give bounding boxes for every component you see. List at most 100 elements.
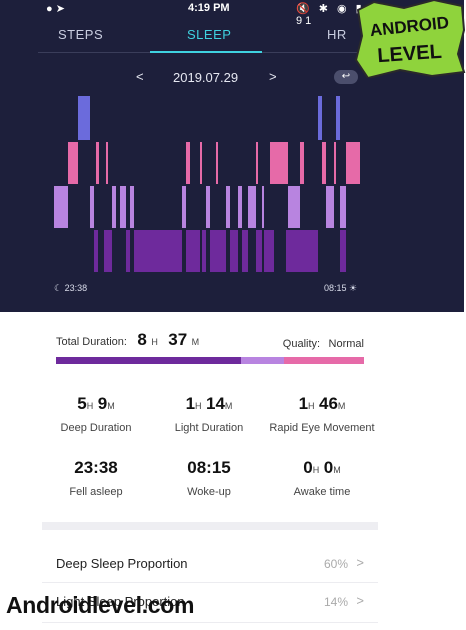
quality: Quality: Normal [283,334,364,352]
sleep-segment-light [226,186,230,228]
total-duration-label: Total Duration: [56,336,127,348]
sleep-segment-deep [312,230,318,272]
fell-asleep-caption: Fell asleep [69,486,123,498]
total-duration-row: Total Duration: 8 H 37 M Quality: Normal [56,330,364,350]
sleep-segment-awake [322,142,326,184]
quality-label: Quality: [282,338,321,350]
sleep-segment-deep [256,230,262,272]
sleep-start-time: 23:38 [64,283,88,293]
rem-proportion-bar [284,357,364,364]
chevron-right-icon: > [356,593,364,608]
deep-proportion-bar [56,357,241,364]
deep-minutes-unit: M [107,401,115,411]
sleep-segment-awake [216,142,218,184]
sleep-segment-deep [242,230,248,272]
deep-sleep-proportion-row[interactable]: Deep Sleep Proportion 60% > [56,544,364,582]
light-duration-caption: Light Duration [174,422,244,434]
total-minutes: 37 [168,330,188,349]
deep-hours: 5 [77,394,87,413]
tab-hr[interactable]: HR [327,27,347,42]
sleep-segment-awake [96,142,99,184]
awake-time-caption: Awake time [293,486,351,498]
list-item-label: Light Sleep Proportion [56,594,185,609]
status-time: 4:19 PM [188,2,230,14]
prev-day-button[interactable]: < [136,69,144,84]
sleep-segment-light [120,186,126,228]
sleep-segment-light [130,186,134,228]
status-right-icons: 🔇 ✱ ◉ ▮ 91 [296,3,365,27]
tab-sleep[interactable]: SLEEP [187,27,232,42]
fell-asleep-stat: 23:38 Fell asleep [36,458,156,498]
total-hours: 8 [137,330,147,349]
sleep-segment-light [262,186,264,228]
sleep-stage-chart [54,96,360,272]
chevron-right-icon: > [356,555,364,570]
sleep-segment-deep [104,230,112,272]
sleep-segment-deep [134,230,182,272]
sleep-segment-deep [210,230,226,272]
sleep-segment-awake [300,142,304,184]
sleep-segment-light [248,186,256,228]
sleep-segment-light [340,186,346,228]
rem-duration-stat: 1H 46M Rapid Eye Movement [262,394,382,434]
sleep-segment-deep [202,230,206,272]
sleep-segment-light [288,186,300,228]
list-item-value: 60% [323,557,348,571]
moon-icon: ☾ [54,283,63,293]
sleep-segment-deep [230,230,238,272]
sleep-segment-deep [94,230,98,272]
sleep-segment-light [238,186,242,228]
sleep-segment-awake [334,142,336,184]
rem-minutes-unit: M [337,401,346,411]
sleep-segment-rem [318,96,322,140]
deep-hours-unit: H [86,401,94,411]
sleep-segment-deep [286,230,312,272]
current-date: 2019.07.29 [173,70,239,85]
tab-steps[interactable]: STEPS [58,27,104,42]
sleep-segment-rem [336,96,340,140]
light-minutes: 14 [206,394,225,413]
sleep-segment-light [112,186,116,228]
svg-text:LEVEL: LEVEL [377,41,443,67]
status-bar: ● ➤ 4:19 PM 🔇 ✱ ◉ ▮ 91 [38,0,378,27]
status-left-icons: ● ➤ [46,3,65,15]
rem-minutes: 46 [319,394,338,413]
sun-icon: ☀ [349,283,358,293]
sleep-start-label: ☾ 23:38 [54,283,87,294]
sleep-segment-awake [270,142,288,184]
awake-minutes-unit: M [333,465,341,475]
light-proportion-bar [241,357,284,364]
deep-minutes: 9 [97,394,108,413]
rem-duration-caption: Rapid Eye Movement [269,422,375,434]
sleep-segment-light [326,186,334,228]
sleep-end-time: 08:15 [324,283,347,293]
sleep-segment-awake [186,142,190,184]
awake-hours: 0 [303,458,313,477]
watermark-text: Androidlevel.com [6,592,195,618]
deep-duration-stat: 5H 9M Deep Duration [36,394,156,434]
sleep-segment-light [182,186,186,228]
light-minutes-unit: M [224,401,233,411]
sleep-segment-light [90,186,94,228]
row-divider [42,582,378,583]
light-sleep-proportion-row[interactable]: Light Sleep Proportion 14% > [56,582,364,620]
woke-up-stat: 08:15 Woke-up [149,458,269,498]
next-day-button[interactable]: > [269,69,277,84]
awake-minutes: 0 [323,458,334,477]
sleep-segment-awake [256,142,258,184]
sleep-segment-deep [126,230,130,272]
quality-value: Normal [328,338,364,350]
sleep-segment-deep [264,230,274,272]
sleep-segment-deep [186,230,200,272]
active-tab-indicator [150,51,262,53]
back-to-today-icon[interactable]: ↩ [334,70,358,84]
light-duration-stat: 1H 14M Light Duration [149,394,269,434]
androidlevel-logo: ANDROID LEVEL [354,0,466,78]
sleep-segment-awake [68,142,78,184]
deep-duration-caption: Deep Duration [60,422,132,434]
sleep-segment-deep [340,230,346,272]
section-divider [42,522,378,530]
awake-time-stat: 0H 0M Awake time [262,458,382,498]
total-minutes-unit: M [191,337,200,347]
